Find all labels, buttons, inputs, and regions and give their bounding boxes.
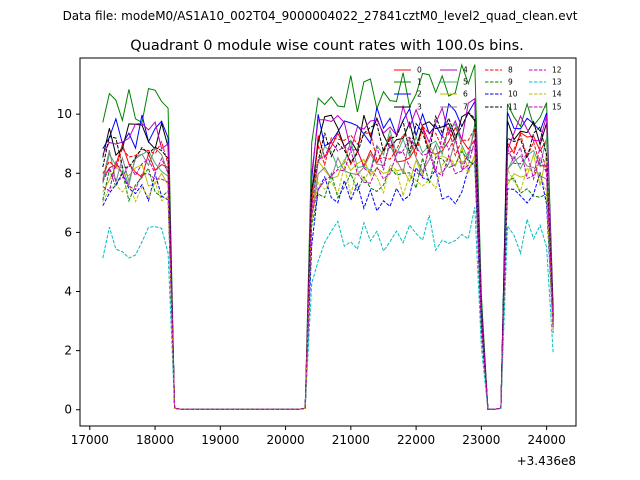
legend-label: 0: [417, 66, 422, 75]
x-axis: 17000 18000 19000 20000 21000 22000 23000 24000: [71, 426, 566, 447]
legend-label: 6: [463, 90, 468, 99]
x-offset-label: +3.436e8: [517, 454, 576, 468]
x-tick-label: 23000: [462, 433, 500, 447]
legend-label: 11: [508, 103, 518, 112]
legend-label: 13: [552, 78, 562, 87]
y-tick-label: 10: [57, 107, 72, 121]
legend-label: 2: [417, 90, 422, 99]
x-tick-label: 20000: [266, 433, 304, 447]
y-tick-label: 2: [64, 344, 72, 358]
legend-label: 1: [417, 78, 422, 87]
legend-label: 3: [417, 103, 422, 112]
x-tick-label: 17000: [71, 433, 109, 447]
x-tick-label: 21000: [332, 433, 370, 447]
series-line-14: [102, 155, 554, 410]
x-tick-label: 19000: [201, 433, 239, 447]
y-tick-label: 4: [64, 285, 72, 299]
legend-label: 4: [463, 66, 468, 75]
chart-title: Quadrant 0 module wise count rates with …: [130, 38, 524, 54]
legend-label: 8: [508, 66, 513, 75]
x-tick-label: 24000: [528, 433, 566, 447]
legend-label: 7: [463, 103, 468, 112]
x-tick-label: 22000: [397, 433, 435, 447]
legend-label: 15: [552, 103, 562, 112]
series-line-15: [102, 146, 554, 410]
y-tick-label: 0: [64, 403, 72, 417]
series-layer: [102, 63, 554, 410]
y-tick-label: 8: [64, 166, 72, 180]
y-tick-label: 6: [64, 225, 72, 239]
legend-label: 14: [552, 90, 562, 99]
y-axis: 0 2 4 6 8 10: [57, 107, 80, 417]
legend-label: 12: [552, 66, 562, 75]
legend-label: 9: [508, 78, 513, 87]
figure-suptitle: Data file: modeM0/AS1A10_002T04_90000040…: [63, 9, 578, 23]
x-tick-label: 18000: [136, 433, 174, 447]
axes-frame: [79, 57, 577, 427]
legend-label: 10: [508, 90, 518, 99]
legend-label: 5: [463, 78, 468, 87]
